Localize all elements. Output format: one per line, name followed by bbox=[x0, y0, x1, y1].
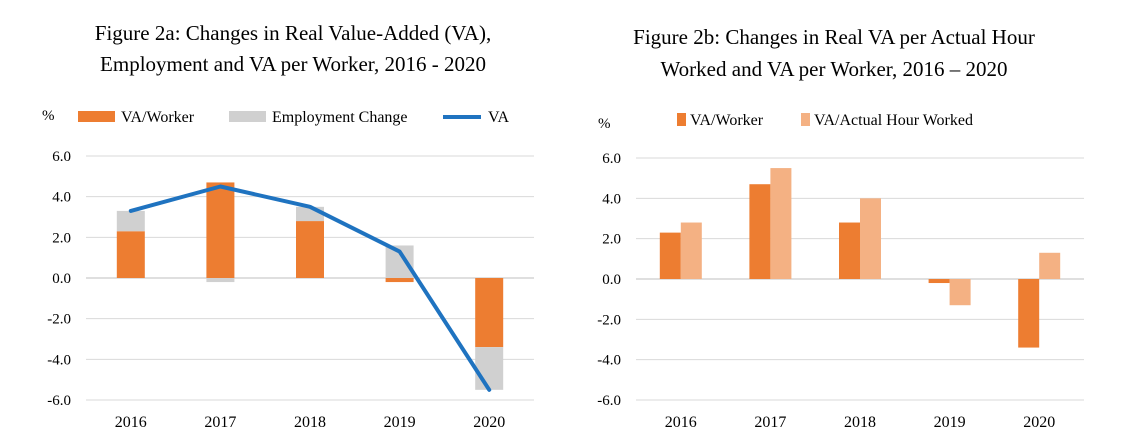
legend-label-employment-change: Employment Change bbox=[272, 109, 408, 126]
figure-2a-legend: VA/Worker Employment Change VA bbox=[78, 109, 509, 126]
fig2b-bar-va-actual-hour-worked-2016 bbox=[680, 222, 702, 279]
fig2a-bar-va-worker-2018 bbox=[296, 221, 324, 278]
fig2a-bar-va-worker-2020 bbox=[475, 278, 504, 348]
fig2b-bar-va-worker-2019 bbox=[928, 279, 950, 284]
fig2a-va-point-2020 bbox=[487, 388, 491, 392]
fig2b-y-tick-label-6-0: -6.0 bbox=[597, 393, 621, 409]
legend-swatch-va-hour bbox=[801, 113, 810, 126]
fig2a-x-tick-label-2016: 2016 bbox=[115, 414, 147, 431]
fig2a-x-tick-label-2018: 2018 bbox=[294, 414, 326, 431]
figure-2a-x-tick-labels: 2016 2017 2018 2019 2020 bbox=[115, 414, 505, 431]
legend-label-va-worker-2b: VA/Worker bbox=[690, 112, 764, 129]
fig2b-bar-va-worker-2020 bbox=[1018, 279, 1040, 348]
fig2b-y-tick-label-4-0: -4.0 bbox=[597, 353, 621, 369]
figure-2a-y-tick-labels: 6.0 4.0 2.0 0.0 -2.0 -4.0 -6.0 bbox=[47, 149, 71, 409]
fig2b-y-tick-label-2-0: -2.0 bbox=[597, 312, 621, 328]
figure-2a: Figure 2a: Changes in Real Value-Added (… bbox=[42, 21, 534, 431]
figure-2b-ylabel: % bbox=[598, 116, 611, 132]
figure-2a-bars bbox=[116, 182, 504, 390]
figure-2b-y-tick-labels: 6.0 4.0 2.0 0.0 -2.0 -4.0 -6.0 bbox=[597, 151, 621, 409]
fig2b-x-tick-label-2018: 2018 bbox=[844, 414, 876, 431]
fig2a-va-point-2019 bbox=[398, 250, 402, 254]
figure-2a-title-line-1: Figure 2a: Changes in Real Value-Added (… bbox=[95, 21, 491, 45]
fig2b-bar-va-worker-2018 bbox=[839, 222, 860, 279]
fig2b-y-tick-label-2-0: 2.0 bbox=[602, 232, 621, 248]
fig2a-y-tick-label-4-0: -4.0 bbox=[47, 352, 71, 368]
figure-2b-bars bbox=[659, 168, 1061, 348]
fig2a-va-point-2018 bbox=[308, 205, 312, 209]
fig2a-bar-va-worker-2019 bbox=[385, 278, 414, 283]
legend-label-va-worker: VA/Worker bbox=[121, 109, 195, 126]
fig2a-y-tick-label-0-0: 0.0 bbox=[52, 271, 71, 287]
fig2b-x-tick-label-2019: 2019 bbox=[934, 414, 966, 431]
legend-label-va-hour: VA/Actual Hour Worked bbox=[814, 112, 973, 129]
fig2a-va-point-2016 bbox=[129, 209, 133, 213]
figure-2a-va-line bbox=[128, 184, 492, 392]
fig2b-y-tick-label-0-0: 0.0 bbox=[602, 272, 621, 288]
fig2b-bar-va-actual-hour-worked-2017 bbox=[770, 168, 792, 279]
figure-2b-title-line-1: Figure 2b: Changes in Real VA per Actual… bbox=[633, 25, 1035, 49]
legend-swatch-employment-change bbox=[229, 111, 266, 122]
figure-2b-title-line-2: Worked and VA per Worker, 2016 – 2020 bbox=[661, 57, 1008, 81]
fig2b-bar-va-worker-2016 bbox=[659, 232, 681, 279]
figure-2a-title-line-2: Employment and VA per Worker, 2016 - 202… bbox=[100, 52, 486, 76]
fig2b-y-tick-label-4-0: 4.0 bbox=[602, 191, 621, 207]
fig2a-bar-employment-change-2017 bbox=[206, 278, 235, 283]
fig2a-bar-va-worker-2017 bbox=[206, 182, 235, 278]
legend-label-va: VA bbox=[488, 109, 509, 126]
fig2b-x-tick-label-2017: 2017 bbox=[754, 414, 786, 431]
fig2a-bar-employment-change-2016 bbox=[116, 210, 145, 232]
fig2a-y-tick-label-4-0: 4.0 bbox=[52, 190, 71, 206]
fig2b-x-tick-label-2016: 2016 bbox=[665, 414, 697, 431]
legend-swatch-va-worker-2b bbox=[677, 113, 686, 126]
fig2b-bar-va-actual-hour-worked-2020 bbox=[1039, 252, 1061, 279]
figure-2b-legend: VA/Worker VA/Actual Hour Worked bbox=[677, 112, 973, 129]
fig2a-va-point-2017 bbox=[218, 185, 222, 188]
fig2a-x-tick-label-2019: 2019 bbox=[384, 414, 416, 431]
fig2a-y-tick-label-6-0: 6.0 bbox=[52, 149, 71, 165]
fig2a-bar-va-worker-2016 bbox=[116, 231, 145, 278]
fig2a-y-tick-label-2-0: 2.0 bbox=[52, 230, 71, 246]
figure-2a-ylabel: % bbox=[42, 108, 55, 124]
fig2a-x-tick-label-2020: 2020 bbox=[473, 414, 505, 431]
fig2a-bar-employment-change-2020 bbox=[475, 347, 504, 390]
fig2a-y-tick-label-2-0: -2.0 bbox=[47, 312, 71, 328]
fig2b-y-tick-label-6-0: 6.0 bbox=[602, 151, 621, 167]
fig2a-y-tick-label-6-0: -6.0 bbox=[47, 393, 71, 409]
fig2a-x-tick-label-2017: 2017 bbox=[204, 414, 236, 431]
fig2b-bar-va-worker-2017 bbox=[749, 184, 771, 279]
fig2b-x-tick-label-2020: 2020 bbox=[1023, 414, 1055, 431]
figure-2b-x-tick-labels: 2016 2017 2018 2019 2020 bbox=[665, 414, 1055, 431]
fig2b-bar-va-actual-hour-worked-2018 bbox=[860, 198, 881, 279]
figure-2b: Figure 2b: Changes in Real VA per Actual… bbox=[597, 25, 1084, 431]
fig2b-bar-va-actual-hour-worked-2019 bbox=[949, 279, 971, 306]
legend-swatch-va-worker bbox=[78, 111, 115, 122]
